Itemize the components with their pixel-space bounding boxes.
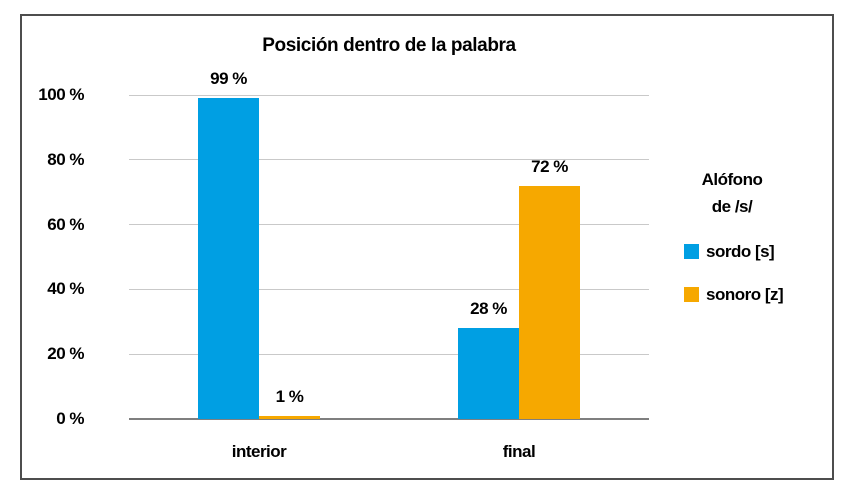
y-tick-label-60: 60 %	[47, 214, 84, 234]
x-axis-line	[129, 418, 649, 420]
legend-swatch-icon	[684, 287, 699, 302]
y-tick-label-100: 100 %	[38, 85, 84, 104]
gridline-40	[129, 288, 649, 290]
legend: Alófono de /s/ sordo [s] sonoro [z]	[662, 166, 802, 303]
data-label-final-series2: 72 %	[531, 156, 568, 176]
legend-item-1: sordo [s]	[684, 242, 775, 261]
y-tick-label-20: 20 %	[47, 344, 84, 364]
y-tick-label-0: 0 %	[56, 409, 84, 428]
y-tick-label-80: 80 %	[47, 149, 84, 169]
plot-area: 99 % 1 % interior 28 % 72 % final	[129, 69, 649, 461]
chart-title: Posición dentro de la palabra	[262, 35, 516, 56]
gridline-100	[129, 94, 649, 96]
bar-final-series2	[519, 185, 580, 419]
chart-frame: Posición dentro de la palabra 0 % 20 % 40 …	[20, 14, 834, 480]
data-label-interior-series2: 1 %	[275, 386, 304, 406]
bar-interior-series2	[259, 415, 320, 419]
x-tick-label-final: final	[502, 442, 536, 461]
gridline-60	[129, 224, 649, 226]
legend-swatch-icon	[684, 244, 699, 259]
gridline-20	[129, 353, 649, 355]
legend-title-line2: de /s/	[711, 197, 753, 216]
legend-item-label: sonoro [z]	[706, 285, 784, 304]
legend-title: Alófono de /s/	[662, 166, 802, 220]
legend-item-label: sordo [s]	[706, 242, 775, 261]
legend-item-2: sonoro [z]	[684, 285, 784, 304]
legend-title-line1: Alófono	[701, 170, 763, 189]
data-label-final-series1: 28 %	[470, 299, 507, 319]
x-tick-label-interior: interior	[231, 442, 287, 461]
data-label-interior-series1: 99 %	[210, 69, 247, 89]
bar-interior-series1	[198, 98, 259, 419]
gridline-80	[129, 159, 649, 161]
y-tick-label-40: 40 %	[47, 279, 84, 299]
bar-final-series1	[458, 328, 519, 419]
